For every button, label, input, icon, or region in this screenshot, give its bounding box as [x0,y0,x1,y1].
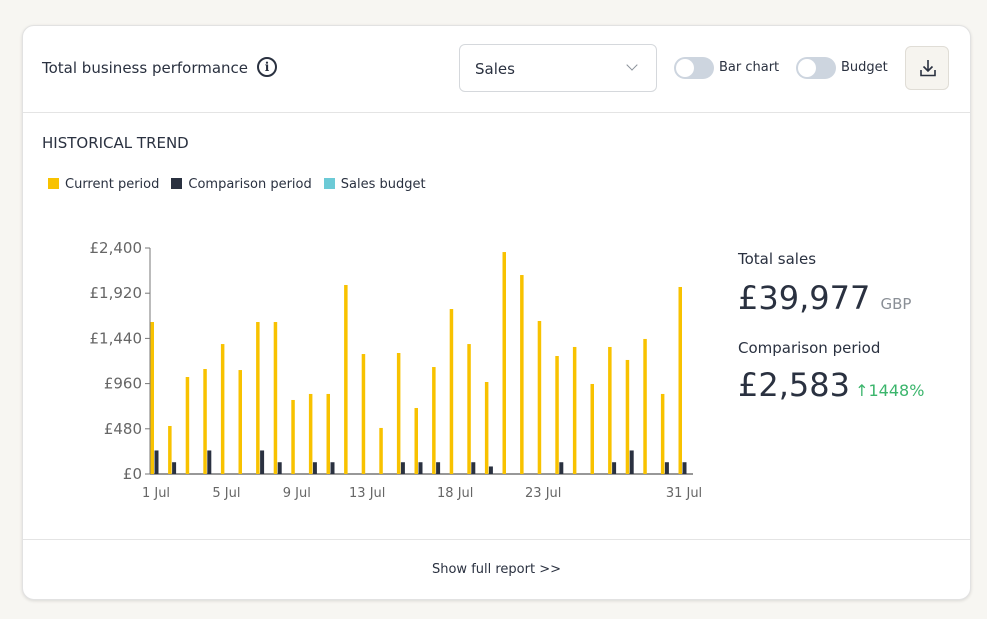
legend-label: Comparison period [188,177,312,192]
change-percent: 1448% [868,381,925,400]
current-period-bar [168,425,172,474]
comparison-amount: £2,583 [738,366,850,404]
arrow-up-icon: ↑ [855,381,869,400]
download-icon [920,60,936,77]
y-tick-label: £1,440 [90,329,143,347]
comparison-period-bar [154,450,159,474]
current-period-bar [502,252,506,474]
comparison-period-bar [436,462,441,474]
download-button[interactable] [905,46,949,90]
comparison-period-bar [172,462,177,474]
comparison-period-bar [664,462,669,474]
comparison-period-bar [488,466,493,474]
y-tick-label: £960 [104,375,142,393]
current-period-bar [379,427,383,474]
x-tick-label: 23 Jul [525,486,561,501]
current-period-bar [238,370,242,474]
currency-label: GBP [880,295,912,313]
show-full-report-link[interactable]: Show full report >> [23,539,970,599]
sales-chart: £0 £480 £960 £1,440 £1,920 £2,400 1 Jul 5 Jul 9 … [90,239,703,501]
current-period-bar [643,338,647,474]
x-tick-label: 1 Jul [142,486,170,501]
current-period-bar [220,344,225,474]
card-title: Total business performance [42,59,249,77]
legend-swatch [48,178,59,189]
y-tick-label: £0 [123,465,142,483]
legend-item[interactable]: Current period [48,177,159,192]
comparison-period-bar [682,462,687,474]
current-period-bar [572,346,577,474]
current-period-bar [520,275,524,474]
current-period-bar [326,393,330,474]
legend-label: Sales budget [340,177,426,192]
bar-chart-toggle[interactable] [674,57,714,79]
total-sales-amount: £39,977 [738,279,871,317]
x-tick-label: 13 Jul [349,486,385,501]
current-period-bar [590,383,594,474]
comparison-period-bar [612,462,617,474]
section-title: HISTORICAL TREND [42,134,189,152]
current-period-bar [203,369,207,474]
comparison-period-bar [260,450,265,474]
metric-select[interactable]: Sales [459,44,657,92]
current-period-bar [344,285,348,474]
current-period-bar [396,352,401,474]
budget-toggle-label: Budget [841,60,888,75]
comparison-period-bar [559,462,564,474]
current-period-bar [449,309,454,474]
bar-chart-toggle-label: Bar chart [719,60,780,75]
comparison-period-bar [418,462,423,474]
budget-toggle[interactable] [796,57,836,79]
legend-swatch [171,178,183,189]
comparison-period-bar [330,462,335,474]
comparison-period-bar [400,462,405,474]
card-header: Total business performance i Sales Bar c… [23,26,970,113]
legend-swatch [323,178,335,189]
comparison-period-bar [629,450,634,474]
y-tick-label: £480 [104,420,142,438]
change-badge: ↑1448% [850,381,924,400]
current-period-bar [291,399,295,474]
current-period-bar [625,359,630,474]
current-period-bar [273,322,278,474]
current-period-bar [361,354,366,474]
comparison-period-bar [471,462,476,474]
current-period-bar [256,322,260,474]
total-sales-label: Total sales [738,250,817,268]
performance-card: Total business performance i Sales Bar c… [22,25,971,600]
current-period-bar [537,320,542,474]
x-tick-label: 9 Jul [283,486,311,501]
current-period-bar [432,367,436,474]
x-tick-label: 18 Jul [437,486,473,501]
metric-select-value: Sales [475,60,515,78]
legend-item[interactable]: Comparison period [171,177,312,192]
y-tick-label: £2,400 [90,239,143,257]
current-period-bar [150,322,154,474]
current-period-bar [484,381,489,474]
comparison-label: Comparison period [738,339,881,357]
current-period-bar [608,346,612,474]
current-period-bar [660,393,665,474]
current-period-bar [555,356,559,474]
legend-item[interactable]: Sales budget [323,177,426,192]
x-tick-label: 31 Jul [666,486,702,501]
total-sales-value: £39,977 GBP [738,279,911,317]
legend-label: Current period [65,177,160,192]
current-period-bar [467,344,471,474]
x-tick-label: 5 Jul [212,486,240,501]
current-period-bar [678,286,682,474]
comparison-period-bar [277,462,282,474]
comparison-period-bar [312,462,317,474]
y-tick-label: £1,920 [90,284,143,302]
comparison-value: £2,583 ↑1448% [738,366,924,404]
current-period-bar [414,407,418,474]
legend: Current period Comparison period Sales b… [48,177,426,192]
info-icon[interactable]: i [257,57,277,77]
current-period-bar [308,393,313,474]
current-period-bar [185,377,190,474]
comparison-period-bar [207,450,212,474]
chevron-down-icon [626,59,638,71]
